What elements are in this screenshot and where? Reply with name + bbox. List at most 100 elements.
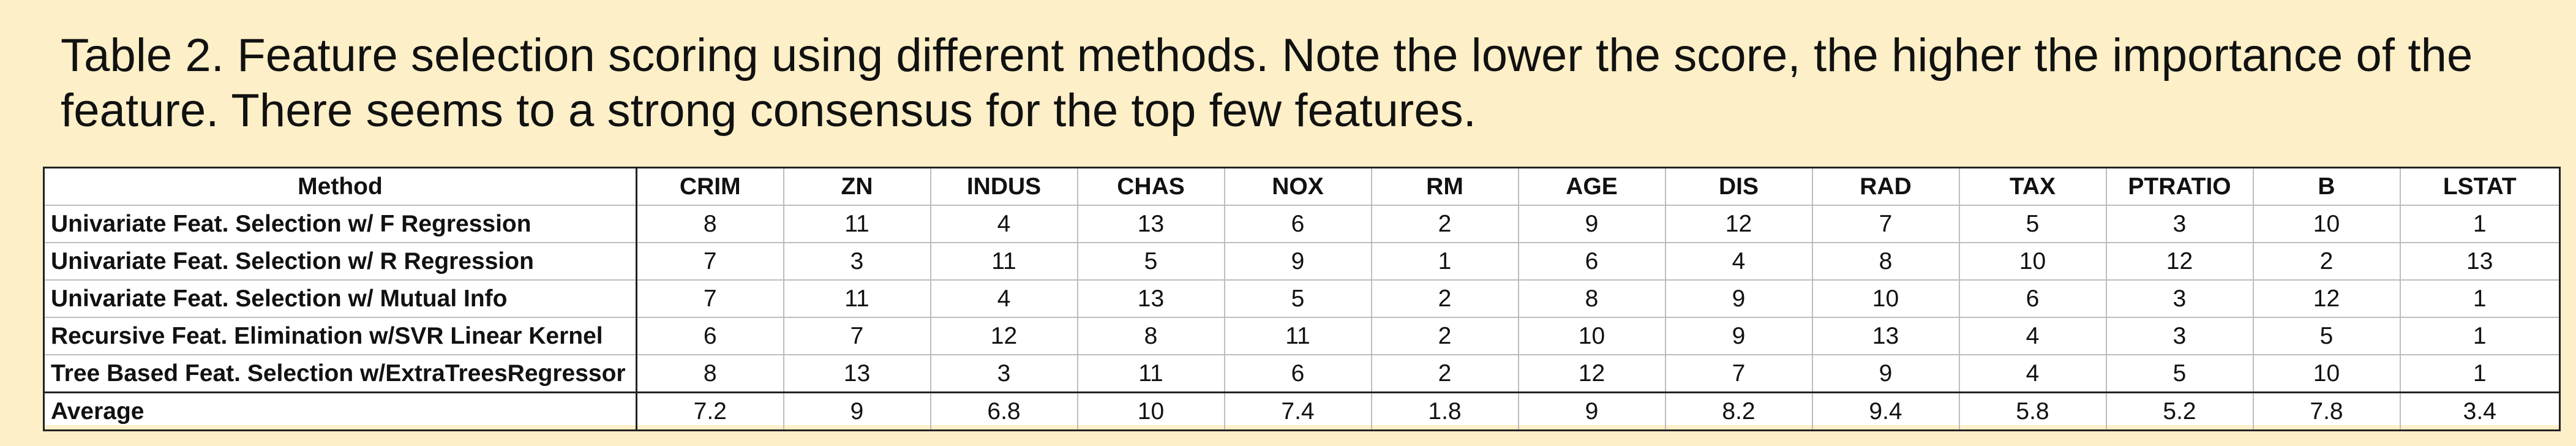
- score-cell: 9.4: [1811, 391, 1960, 431]
- score-cell: 3: [929, 354, 1078, 393]
- score-cell: 10: [1811, 279, 1960, 318]
- column-header-method: Method: [43, 167, 637, 206]
- score-cell: 7.2: [636, 391, 784, 431]
- score-cell: 10: [1958, 242, 2107, 281]
- score-cell: 8.2: [1664, 391, 1813, 431]
- score-cell: 13: [2399, 242, 2561, 281]
- score-cell: 13: [1811, 317, 1960, 355]
- feature-score-table-container: Method CRIM ZN INDUS CHAS NOX RM AGE DIS RAD TAX PT…: [43, 167, 2561, 431]
- score-cell: 4: [1664, 242, 1813, 281]
- column-header: CHAS: [1076, 167, 1225, 206]
- score-cell: 1: [2399, 354, 2561, 393]
- table-row: Recursive Feat. Elimination w/SVR Linear…: [43, 317, 2561, 355]
- score-cell: 7.8: [2252, 391, 2401, 431]
- score-cell: 13: [1076, 279, 1225, 318]
- table-row: Univariate Feat. Selection w/ Mutual Inf…: [43, 279, 2561, 318]
- score-cell: 8: [1076, 317, 1225, 355]
- score-cell: 11: [929, 242, 1078, 281]
- score-cell: 2: [1370, 205, 1519, 243]
- score-cell: 6: [636, 317, 784, 355]
- score-cell: 4: [929, 279, 1078, 318]
- score-cell: 6: [1223, 354, 1372, 393]
- score-cell: 3: [2105, 317, 2254, 355]
- score-cell: 12: [929, 317, 1078, 355]
- score-cell: 2: [1370, 317, 1519, 355]
- score-cell: 3: [2105, 279, 2254, 318]
- column-header: DIS: [1664, 167, 1813, 206]
- method-cell: Univariate Feat. Selection w/ R Regressi…: [43, 242, 637, 281]
- column-header: ZN: [783, 167, 931, 206]
- score-cell: 10: [2252, 205, 2401, 243]
- score-cell: 5: [2105, 354, 2254, 393]
- score-cell: 9: [1811, 354, 1960, 393]
- score-cell: 3: [783, 242, 931, 281]
- score-cell: 11: [783, 279, 931, 318]
- score-cell: 8: [636, 354, 784, 393]
- score-cell: 4: [1958, 317, 2107, 355]
- score-cell: 7: [1811, 205, 1960, 243]
- feature-score-table: Method CRIM ZN INDUS CHAS NOX RM AGE DIS RAD TAX PT…: [43, 167, 2561, 431]
- score-cell: 7: [636, 242, 784, 281]
- score-cell: 10: [2252, 354, 2401, 393]
- column-header: NOX: [1223, 167, 1372, 206]
- table-header-row: Method CRIM ZN INDUS CHAS NOX RM AGE DIS RAD TAX PT…: [43, 167, 2561, 206]
- table-body: Univariate Feat. Selection w/ F Regressi…: [43, 205, 2561, 431]
- column-header: RM: [1370, 167, 1519, 206]
- score-cell: 13: [1076, 205, 1225, 243]
- method-cell: Tree Based Feat. Selection w/ExtraTreesR…: [43, 354, 637, 393]
- table-row: Univariate Feat. Selection w/ R Regressi…: [43, 242, 2561, 281]
- score-cell: 6: [1958, 279, 2107, 318]
- score-cell: 5: [2252, 317, 2401, 355]
- table-row: Tree Based Feat. Selection w/ExtraTreesR…: [43, 354, 2561, 393]
- score-cell: 12: [2252, 279, 2401, 318]
- score-cell: 9: [1517, 205, 1666, 243]
- score-cell: 5: [1076, 242, 1225, 281]
- score-cell: 5.2: [2105, 391, 2254, 431]
- score-cell: 5.8: [1958, 391, 2107, 431]
- score-cell: 1: [2399, 317, 2561, 355]
- table-row: Univariate Feat. Selection w/ F Regressi…: [43, 205, 2561, 243]
- score-cell: 1: [1370, 242, 1519, 281]
- score-cell: 3: [2105, 205, 2254, 243]
- score-cell: 6: [1517, 242, 1666, 281]
- caption-line-2: feature. There seems to a strong consens…: [61, 85, 1476, 137]
- column-header: AGE: [1517, 167, 1666, 206]
- method-cell: Recursive Feat. Elimination w/SVR Linear…: [43, 317, 637, 355]
- score-cell: 6.8: [929, 391, 1078, 431]
- method-cell: Univariate Feat. Selection w/ Mutual Inf…: [43, 279, 637, 318]
- score-cell: 11: [1223, 317, 1372, 355]
- score-cell: 4: [929, 205, 1078, 243]
- score-cell: 7: [636, 279, 784, 318]
- score-cell: 13: [783, 354, 931, 393]
- score-cell: 1.8: [1370, 391, 1519, 431]
- score-cell: 4: [1958, 354, 2107, 393]
- score-cell: 3.4: [2399, 391, 2561, 431]
- score-cell: 11: [783, 205, 931, 243]
- score-cell: 5: [1958, 205, 2107, 243]
- score-cell: 1: [2399, 205, 2561, 243]
- score-cell: 9: [1223, 242, 1372, 281]
- score-cell: 9: [783, 391, 931, 431]
- score-cell: 8: [1517, 279, 1666, 318]
- score-cell: 12: [1664, 205, 1813, 243]
- column-header: B: [2252, 167, 2401, 206]
- score-cell: 10: [1517, 317, 1666, 355]
- column-header: PTRATIO: [2105, 167, 2254, 206]
- score-cell: 2: [1370, 354, 1519, 393]
- score-cell: 7.4: [1223, 391, 1372, 431]
- score-cell: 7: [1664, 354, 1813, 393]
- score-cell: 2: [1370, 279, 1519, 318]
- score-cell: 7: [783, 317, 931, 355]
- score-cell: 9: [1517, 391, 1666, 431]
- score-cell: 2: [2252, 242, 2401, 281]
- column-header: INDUS: [929, 167, 1078, 206]
- method-cell: Average: [43, 391, 637, 431]
- column-header: CRIM: [636, 167, 784, 206]
- score-cell: 12: [2105, 242, 2254, 281]
- column-header: LSTAT: [2399, 167, 2561, 206]
- score-cell: 8: [636, 205, 784, 243]
- score-cell: 6: [1223, 205, 1372, 243]
- table-caption: Table 2. Feature selection scoring using…: [61, 28, 2479, 138]
- score-cell: 12: [1517, 354, 1666, 393]
- score-cell: 9: [1664, 317, 1813, 355]
